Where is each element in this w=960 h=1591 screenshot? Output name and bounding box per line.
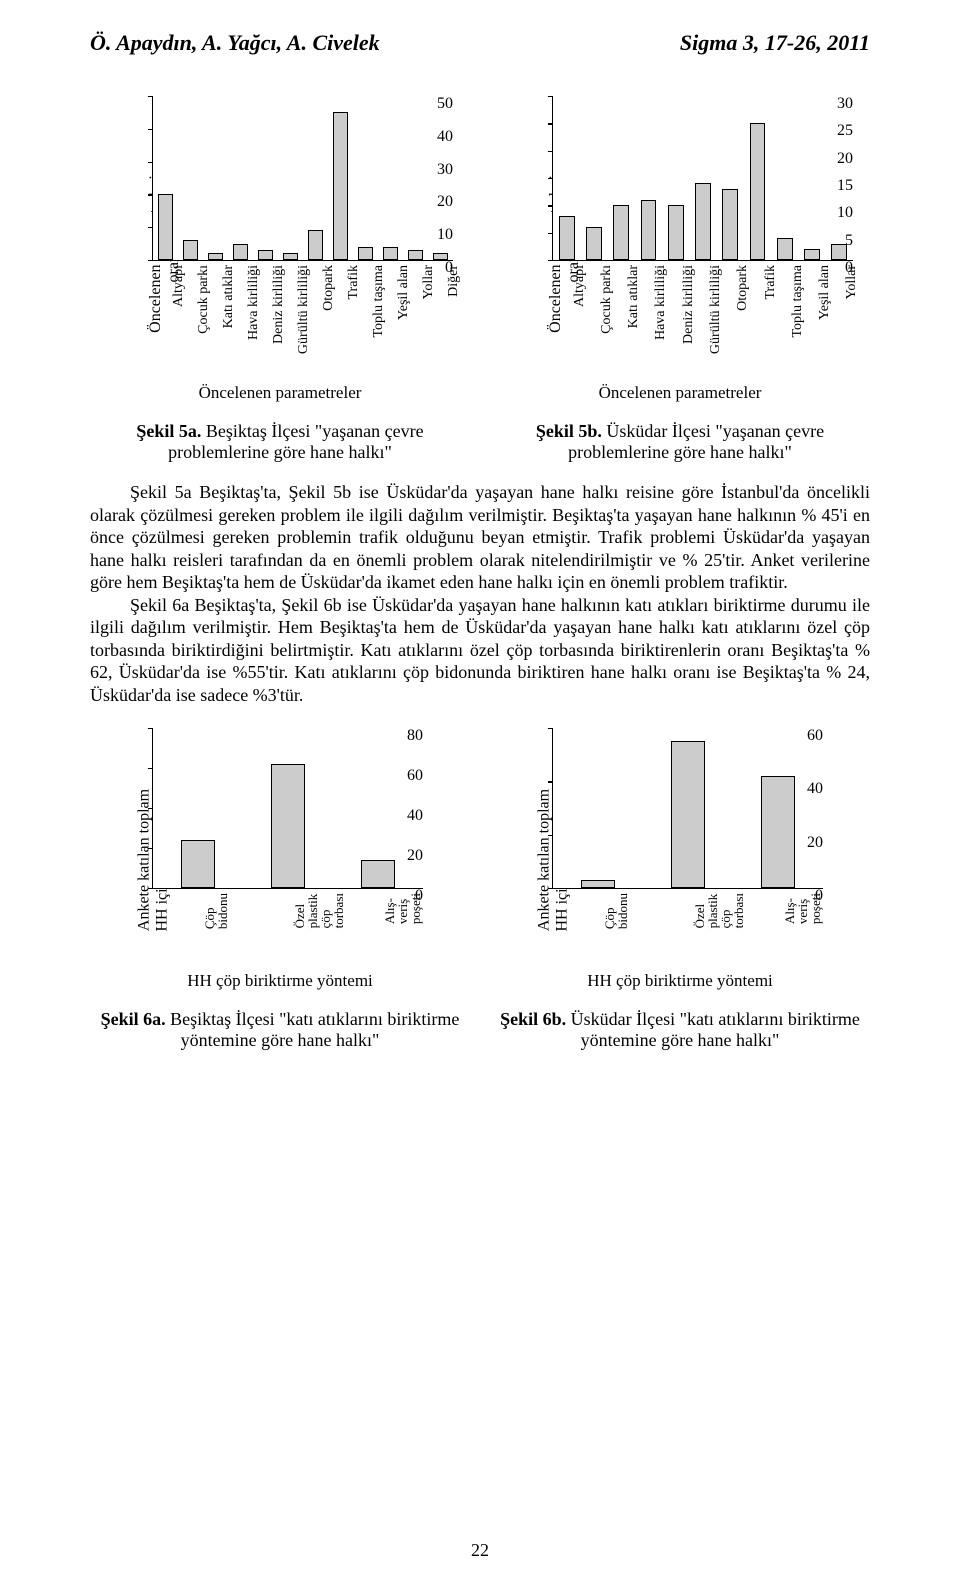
x-category-label: Yeşil alan <box>396 265 412 320</box>
x-category-label: Çöpbidonu <box>603 893 629 929</box>
figure5-row: Öncelenen parametrelerinoranı, (%)010203… <box>90 96 870 403</box>
bar <box>668 205 684 260</box>
figure5-captions: Şekil 5a. Beşiktaş İlçesi "yaşanan çevre… <box>90 421 870 463</box>
bar <box>361 860 395 888</box>
page: Ö. Apaydın, A. Yağcı, A. Civelek Sigma 3… <box>0 0 960 1591</box>
bar <box>258 250 273 260</box>
x-category-label: Alış-verişpoşeti <box>383 893 422 924</box>
x-category-label: Gürültü kirliliği <box>296 265 312 354</box>
x-category-label: Yollar <box>421 265 437 299</box>
x-category-label: Özelplastikçöptorbası <box>293 893 345 928</box>
x-category-label: Toplu taşıma <box>790 265 806 338</box>
chart-5a: Öncelenen parametrelerinoranı, (%)010203… <box>90 96 470 403</box>
header-right: Sigma 3, 17-26, 2011 <box>680 30 870 56</box>
x-category-label: Hava kirliliği <box>246 265 262 340</box>
bar <box>695 183 711 260</box>
x-category-label: Yeşil alan <box>817 265 833 320</box>
bar <box>671 741 705 888</box>
figure6-captions: Şekil 6a. Beşiktaş İlçesi "katı atıkları… <box>90 1009 870 1051</box>
bar <box>181 840 215 888</box>
page-number: 22 <box>0 1540 960 1561</box>
bar <box>208 253 223 260</box>
bar <box>408 250 423 260</box>
caption-5b: Şekil 5b. Üsküdar İlçesi "yaşanan çevre … <box>490 421 870 463</box>
x-category-label: Alış-verişpoşeti <box>783 893 822 924</box>
bar <box>613 205 629 260</box>
x-category-label: Deniz kirliliği <box>681 265 697 344</box>
header-left: Ö. Apaydın, A. Yağcı, A. Civelek <box>90 30 380 56</box>
x-axis-title: HH çöp biriktirme yöntemi <box>490 971 870 991</box>
x-category-label: Çocuk parkı <box>599 265 615 334</box>
figure6-row: Ankete katılan toplamHH içindeki oran, (… <box>90 728 870 991</box>
x-category-label: Toplu taşıma <box>371 265 387 338</box>
page-header: Ö. Apaydın, A. Yağcı, A. Civelek Sigma 3… <box>90 30 870 56</box>
x-axis-title: Öncelenen parametreler <box>90 383 470 403</box>
bar <box>233 244 248 260</box>
bar <box>271 764 305 888</box>
bar <box>158 194 173 260</box>
caption-5a: Şekil 5a. Beşiktaş İlçesi "yaşanan çevre… <box>90 421 470 463</box>
x-category-label: Altyapı <box>171 265 187 307</box>
bar <box>641 200 657 260</box>
x-category-label: Çocuk parkı <box>196 265 212 334</box>
x-category-label: Katı atıklar <box>221 265 237 328</box>
x-category-label: Deniz kirliliği <box>271 265 287 344</box>
x-category-label: Otopark <box>735 265 751 311</box>
paragraph-2: Şekil 6a Beşiktaş'ta, Şekil 6b ise Üsküd… <box>90 594 870 707</box>
bar <box>358 247 373 260</box>
x-axis-title: HH çöp biriktirme yöntemi <box>90 971 470 991</box>
bar <box>308 230 323 260</box>
caption-6a: Şekil 6a. Beşiktaş İlçesi "katı atıkları… <box>90 1009 470 1051</box>
bar <box>183 240 198 260</box>
body-text: Şekil 5a Beşiktaş'ta, Şekil 5b ise Üsküd… <box>90 481 870 706</box>
bar <box>383 247 398 260</box>
x-category-label: Altyapı <box>572 265 588 307</box>
chart-5b: Öncelenen parametrelerinoranı, (%)051015… <box>490 96 870 403</box>
bar <box>283 253 298 260</box>
x-category-label: Diğer <box>446 265 462 297</box>
x-category-label: Çöpbidonu <box>203 893 229 929</box>
bar <box>831 244 847 260</box>
chart-6b: Ankete katılan toplamHH içindeki oran, (… <box>490 728 870 991</box>
bar <box>433 253 448 260</box>
bar <box>761 776 795 888</box>
x-category-label: Yollar <box>844 265 860 299</box>
x-axis-title: Öncelenen parametreler <box>490 383 870 403</box>
x-category-label: Otopark <box>321 265 337 311</box>
x-category-label: Hava kirliliği <box>653 265 669 340</box>
x-category-label: Trafik <box>763 265 779 300</box>
x-category-label: Trafik <box>346 265 362 300</box>
bar <box>804 249 820 260</box>
bar <box>581 880 615 888</box>
x-category-label: Özelplastikçöptorbası <box>693 893 745 928</box>
chart-6a: Ankete katılan toplamHH içindeki oran, (… <box>90 728 470 991</box>
bar <box>777 238 793 260</box>
paragraph-1: Şekil 5a Beşiktaş'ta, Şekil 5b ise Üsküd… <box>90 481 870 594</box>
bar <box>750 123 766 260</box>
bar <box>559 216 575 260</box>
bar <box>333 112 348 260</box>
x-category-label: Gürültü kirliliği <box>708 265 724 354</box>
bar <box>586 227 602 260</box>
bar <box>722 189 738 260</box>
caption-6b: Şekil 6b. Üsküdar İlçesi "katı atıkların… <box>490 1009 870 1051</box>
x-category-label: Katı atıklar <box>626 265 642 328</box>
